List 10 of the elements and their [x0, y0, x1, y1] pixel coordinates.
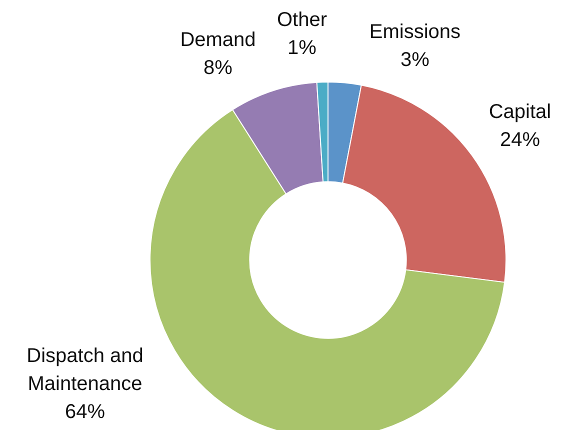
slice-label: Dispatch and Maintenance [26, 345, 144, 395]
slice-label: Emissions [369, 21, 461, 43]
slice-label: Capital [488, 101, 552, 123]
data-label: 1% [288, 37, 317, 59]
data-label: 8% [204, 57, 233, 79]
slice-label: Other [276, 9, 328, 31]
data-label: 3% [400, 49, 430, 71]
data-label: 64% [64, 401, 106, 423]
slice-label: Demand [180, 29, 256, 51]
data-label: 24% [500, 129, 540, 151]
